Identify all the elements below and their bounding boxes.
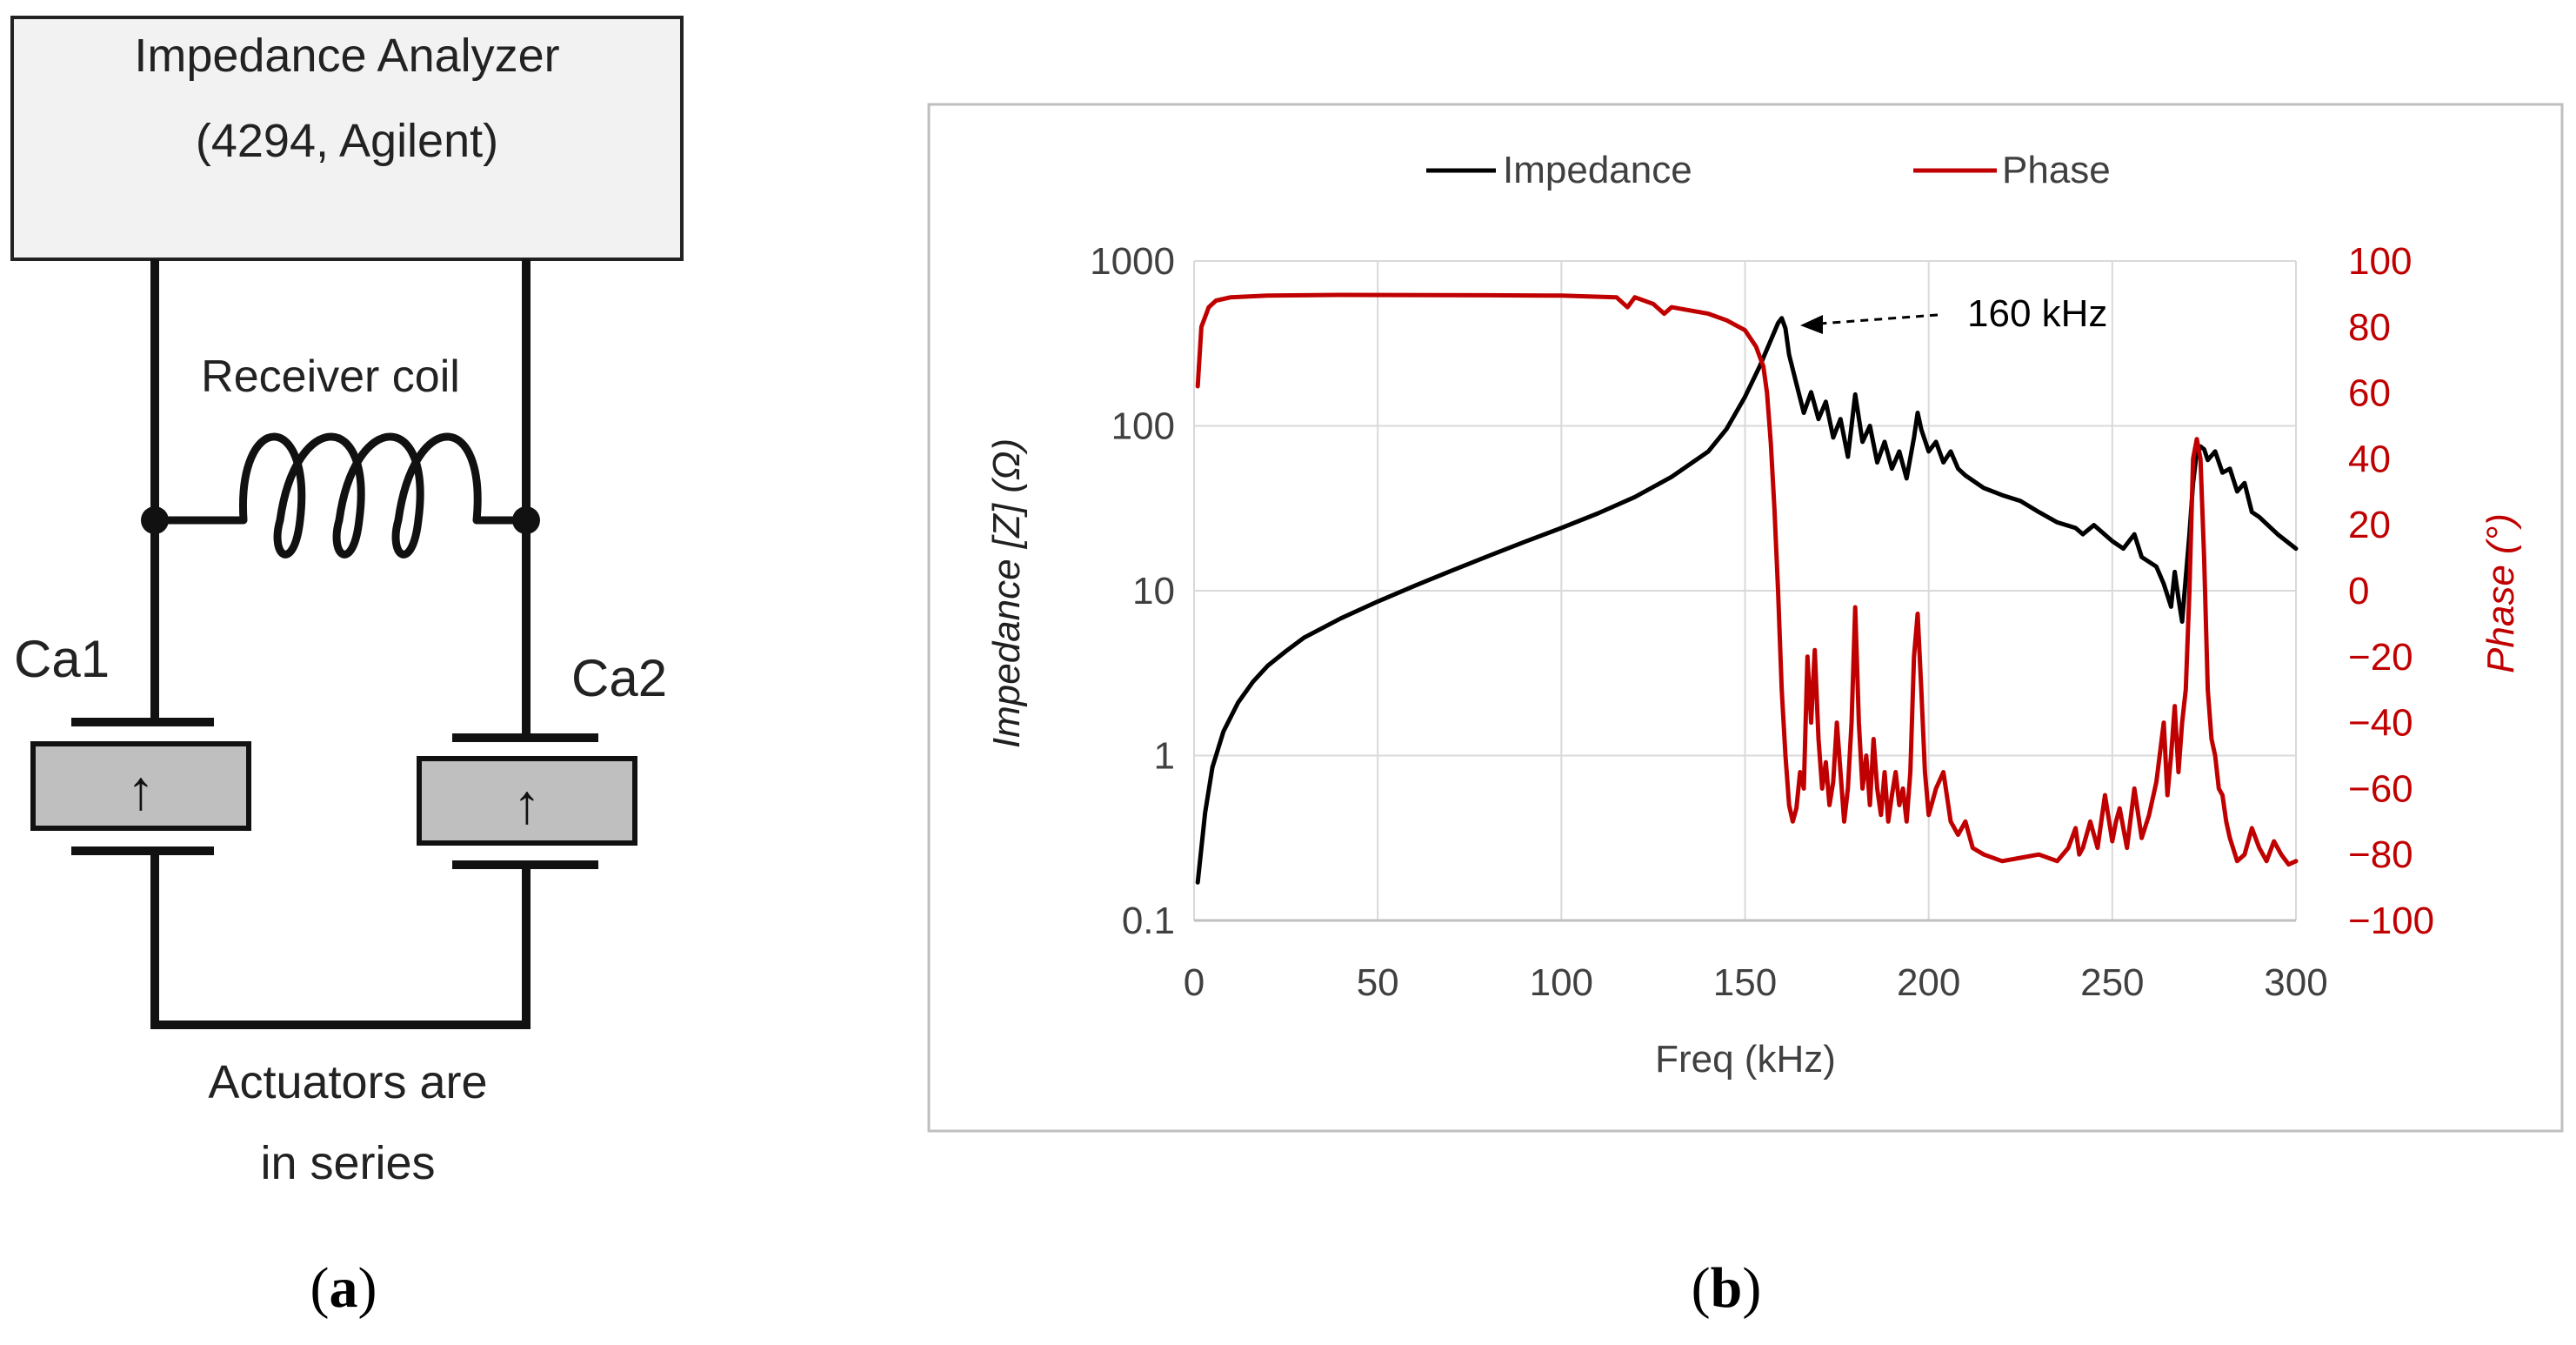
series-line-phase	[1195, 292, 2299, 867]
y2-tick-label: −20	[2348, 636, 2413, 679]
panel-a-sublabel: (a)	[310, 1256, 377, 1320]
y-tick-label: 1	[1154, 735, 1175, 778]
actuator-ca2-body	[417, 756, 637, 846]
receiver-coil	[155, 432, 526, 559]
y2-tick-label: 100	[2348, 240, 2412, 283]
y2-tick-label: 80	[2348, 306, 2391, 349]
legend-label-phase: Phase	[2002, 149, 2111, 191]
annotation-label: 160 kHz	[1967, 292, 2107, 335]
y2-tick-label: −40	[2348, 702, 2413, 745]
x-axis-title: Freq (kHz)	[1655, 1038, 1836, 1081]
y2-tick-label: −60	[2348, 767, 2413, 810]
chart-legend: Impedance Phase	[1426, 149, 2111, 191]
node-right	[512, 506, 540, 534]
y2-tick-label: 20	[2348, 504, 2391, 546]
x-tick-label: 250	[2080, 961, 2144, 1004]
analyzer-title: Impedance Analyzer	[134, 30, 559, 82]
circuit-panel: Impedance Analyzer (4294, Agilent) Recei…	[10, 16, 684, 1320]
series-connection-wire	[150, 851, 531, 1029]
y2-tick-label: 0	[2348, 570, 2369, 612]
chart-series-group	[1195, 292, 2299, 885]
actuator-ca2-label: Ca2	[571, 649, 667, 707]
y-tick-label: 0.1	[1122, 900, 1175, 942]
y-tick-label: 1000	[1090, 240, 1175, 283]
chart-panel: 0 50 100 150 200 250 3000.11101001000−100−80−6…	[927, 103, 2564, 1320]
caption-line-1: Actuators are	[208, 1056, 487, 1108]
annotation-arrowhead	[1800, 315, 1823, 334]
x-tick-label: 100	[1530, 961, 1593, 1004]
node-left	[141, 506, 169, 534]
y2-tick-label: −80	[2348, 833, 2413, 876]
y2-tick-label: 40	[2348, 438, 2391, 480]
annotation-arrow	[1819, 313, 1939, 325]
series-line-impedance	[1195, 316, 2299, 885]
caption-line-2: in series	[260, 1137, 435, 1189]
coil-label: Receiver coil	[201, 351, 460, 402]
y2-tick-label: −100	[2348, 900, 2434, 942]
actuator-ca1-body	[30, 741, 251, 831]
x-tick-label: 200	[1897, 961, 1960, 1004]
y-axis-title: Impedance [Z] (Ω)	[985, 438, 1028, 748]
panel-b-sublabel: (b)	[1692, 1256, 1762, 1320]
actuator-ca1-label: Ca1	[14, 630, 110, 688]
y-tick-label: 100	[1111, 405, 1175, 448]
analyzer-model: (4294, Agilent)	[196, 115, 498, 167]
x-tick-label: 300	[2264, 961, 2327, 1004]
analyzer-box	[10, 16, 684, 261]
y-tick-label: 10	[1132, 570, 1175, 612]
x-tick-label: 0	[1184, 961, 1205, 1004]
x-tick-label: 150	[1713, 961, 1777, 1004]
legend-label-impedance: Impedance	[1503, 149, 1692, 191]
actuator-ca1-arrow: ↑	[127, 759, 155, 821]
y2-axis-title: Phase (°)	[2479, 513, 2522, 673]
y2-tick-label: 60	[2348, 372, 2391, 415]
chart-tick-labels: 0 50 100 150 200 250 3000.11101001000−100−80−6…	[1090, 240, 2434, 1004]
x-tick-label: 50	[1357, 961, 1399, 1004]
actuator-ca2-arrow: ↑	[513, 773, 541, 835]
